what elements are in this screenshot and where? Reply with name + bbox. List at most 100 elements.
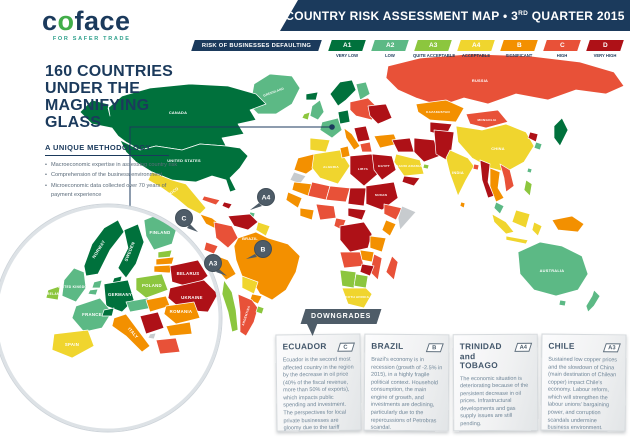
svg-text:A4: A4 bbox=[262, 195, 271, 202]
continent-africa bbox=[285, 145, 417, 309]
bullet-item: Comprehension of the business environmen… bbox=[45, 171, 185, 180]
legend-item-a1: A1 VERY LOW bbox=[327, 40, 367, 58]
inset-label: IRELAND bbox=[46, 292, 63, 296]
country-iceland bbox=[305, 91, 319, 101]
country-south-korea bbox=[533, 141, 543, 151]
legend-chip: B bbox=[500, 40, 538, 51]
country-south-africa bbox=[341, 287, 373, 309]
country-australia bbox=[517, 241, 589, 297]
card-rating-chip: A4 bbox=[514, 342, 532, 352]
inset-norway bbox=[83, 219, 125, 277]
inset-estonia bbox=[157, 249, 173, 259]
card-text: Ecuador is the second most affected coun… bbox=[282, 356, 354, 432]
card-text: Sustained low copper prices and the slow… bbox=[547, 356, 617, 432]
country-label: INDIA bbox=[452, 170, 464, 175]
country-label: ARGENTINA bbox=[241, 305, 251, 326]
country-egypt bbox=[371, 153, 397, 181]
country-java bbox=[505, 235, 529, 245]
country-kenya bbox=[381, 219, 397, 237]
inset-latvia bbox=[155, 256, 175, 266]
inset-united-kingdom bbox=[61, 267, 87, 303]
card-rating-chip: A3 bbox=[602, 343, 621, 353]
country-somalia bbox=[397, 205, 417, 231]
risk-legend: RISK OF BUSINESSES DEFAULTING A1 VERY LO… bbox=[190, 40, 625, 58]
country-guyanas bbox=[255, 221, 271, 237]
magnifier-rim bbox=[0, 204, 222, 432]
country-china bbox=[455, 123, 535, 173]
country-chile bbox=[221, 279, 239, 333]
country-india bbox=[445, 149, 475, 197]
methodology-subheading: A UNIQUE METHODOLOGY bbox=[45, 143, 169, 156]
page-title: COUNTRY RISK ASSESSMENT MAP • 3RD QUARTE… bbox=[285, 8, 625, 23]
legend-chip: A4 bbox=[457, 40, 495, 51]
inset-ireland bbox=[45, 285, 61, 301]
downgrade-card-trinidad-and-tobago: TRINIDAD and TOBAGO A4 The economic situ… bbox=[452, 333, 539, 432]
card-text: The economic situation is deteriorating … bbox=[459, 375, 528, 428]
inset-label: UNITED KINGDOM bbox=[58, 285, 90, 289]
legend-chip: A2 bbox=[371, 40, 409, 51]
country-sudan bbox=[365, 181, 399, 211]
country-bangladesh bbox=[472, 163, 480, 171]
country-drc bbox=[339, 221, 373, 253]
country-label: ALGERIA bbox=[323, 165, 339, 169]
country-yemen bbox=[401, 175, 421, 187]
country-zambia bbox=[359, 249, 375, 263]
inset-label: FINLAND bbox=[150, 230, 171, 235]
inset-label: SPAIN bbox=[65, 342, 79, 347]
card-rating-chip: C bbox=[337, 342, 356, 352]
country-borneo bbox=[511, 209, 531, 229]
svg-text:A3: A3 bbox=[209, 261, 218, 268]
country-ecuador bbox=[203, 241, 219, 255]
country-algeria bbox=[311, 149, 351, 185]
inset-spain bbox=[51, 329, 95, 359]
country-label: SOUTH AFRICA bbox=[343, 295, 370, 299]
country-label: KAZAKHSTAN bbox=[426, 110, 450, 114]
country-brazil bbox=[233, 231, 301, 301]
country-gulf-states bbox=[422, 163, 430, 170]
continent-oceania bbox=[517, 215, 601, 313]
country-tunisia bbox=[339, 145, 351, 159]
country-greenland bbox=[249, 73, 301, 115]
region-senegal-guinea bbox=[285, 191, 303, 209]
bullet-item: Microeconomic data collected over 70 yea… bbox=[45, 182, 185, 199]
coface-logo: coface FOR SAFER TRADE bbox=[42, 6, 131, 43]
inset-label: POLAND bbox=[142, 283, 162, 288]
legend-item-b: B SIGNIFICANT bbox=[499, 40, 539, 58]
country-new-zealand bbox=[585, 289, 601, 313]
inset-label: ROMANIA bbox=[170, 309, 193, 314]
inset-netherlands bbox=[91, 279, 103, 289]
inset-greece bbox=[155, 337, 181, 355]
country-saudi-arabia bbox=[393, 153, 425, 177]
country-label: GREENLAND bbox=[263, 86, 285, 97]
inset-france bbox=[71, 297, 113, 333]
country-finland-small bbox=[355, 81, 371, 101]
region-europe-small bbox=[301, 79, 399, 153]
country-label: BRAZIL bbox=[242, 236, 258, 241]
region-belarus-ukraine bbox=[367, 103, 393, 125]
country-scandinavia bbox=[329, 79, 357, 107]
country-uk-small bbox=[309, 99, 325, 121]
inset-switzerland bbox=[101, 307, 115, 317]
inset-label: BELARUS bbox=[177, 271, 200, 276]
inset-sweden bbox=[117, 223, 145, 279]
country-japan bbox=[553, 117, 569, 147]
europe-magnifier: NORWAY SWEDEN FINLAND UNITED KINGDOM IRE… bbox=[0, 203, 223, 433]
country-colombia bbox=[213, 221, 239, 249]
country-nigeria bbox=[315, 203, 337, 221]
country-greece bbox=[359, 141, 373, 153]
country-label: MONGOLIA bbox=[477, 118, 497, 122]
title-banner: COUNTRY RISK ASSESSMENT MAP • 3RD QUARTE… bbox=[280, 0, 630, 31]
downgrade-card-brazil: BRAZIL B Brazil's economy is in recessio… bbox=[363, 333, 450, 432]
bullet-item: Macroeconomic expertise in assessing cou… bbox=[45, 161, 185, 170]
country-angola bbox=[339, 251, 365, 269]
country-bolivia bbox=[241, 275, 259, 295]
inset-label: GERMANY bbox=[108, 292, 132, 297]
country-philippines bbox=[523, 179, 533, 197]
svg-text:B: B bbox=[261, 247, 266, 254]
legend-title-chip: RISK OF BUSINESSES DEFAULTING bbox=[190, 40, 322, 51]
country-venezuela bbox=[227, 213, 259, 231]
logo-tagline: FOR SAFER TRADE bbox=[52, 36, 131, 42]
country-label: LIBYA bbox=[358, 167, 369, 171]
coface-wordmark: coface bbox=[42, 6, 131, 36]
